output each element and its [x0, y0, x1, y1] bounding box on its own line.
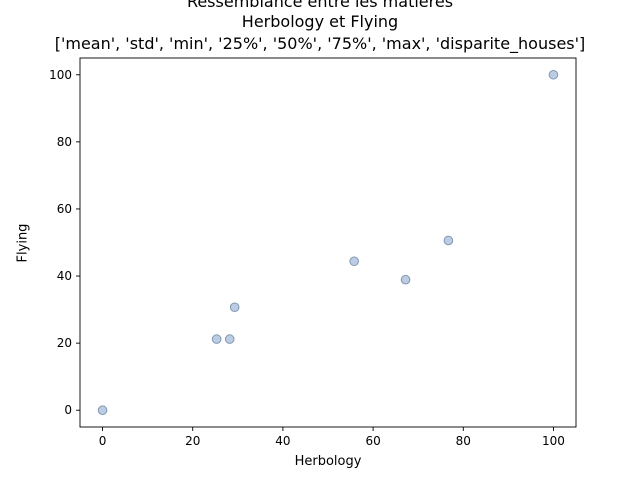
- y-tick-label-4: 80: [57, 135, 72, 149]
- x-tick-label-5: 100: [542, 434, 565, 448]
- data-point-7: [548, 69, 559, 80]
- x-tick-label-1: 20: [185, 434, 200, 448]
- x-tick-label-3: 60: [365, 434, 380, 448]
- data-point-5: [400, 274, 411, 285]
- data-point-6: [443, 235, 454, 246]
- x-axis-label: Herbology: [294, 454, 362, 469]
- chart-title-line-2: Herbology et Flying: [241, 12, 399, 31]
- plot-frame: [79, 57, 577, 428]
- y-tick-label-1: 20: [57, 336, 72, 350]
- y-axis-label: Flying: [15, 223, 31, 263]
- data-point-3: [229, 302, 240, 313]
- y-tick-label-0: 0: [64, 403, 72, 417]
- y-tick-label-2: 40: [57, 269, 72, 283]
- y-tick-label-5: 100: [49, 68, 72, 82]
- x-tick-label-2: 40: [275, 434, 290, 448]
- data-point-0: [97, 405, 108, 416]
- data-point-4: [349, 256, 359, 267]
- chart-title-line-3: ['mean', 'std', 'min', '25%', '50%', '75…: [54, 34, 586, 53]
- data-point-2: [224, 334, 235, 344]
- data-point-1: [211, 334, 222, 344]
- x-tick-label-0: 0: [99, 434, 107, 448]
- y-tick-label-3: 60: [57, 202, 72, 216]
- chart-title-line-1: Ressemblance entre les matières: [186, 0, 454, 11]
- x-tick-label-4: 80: [456, 434, 471, 448]
